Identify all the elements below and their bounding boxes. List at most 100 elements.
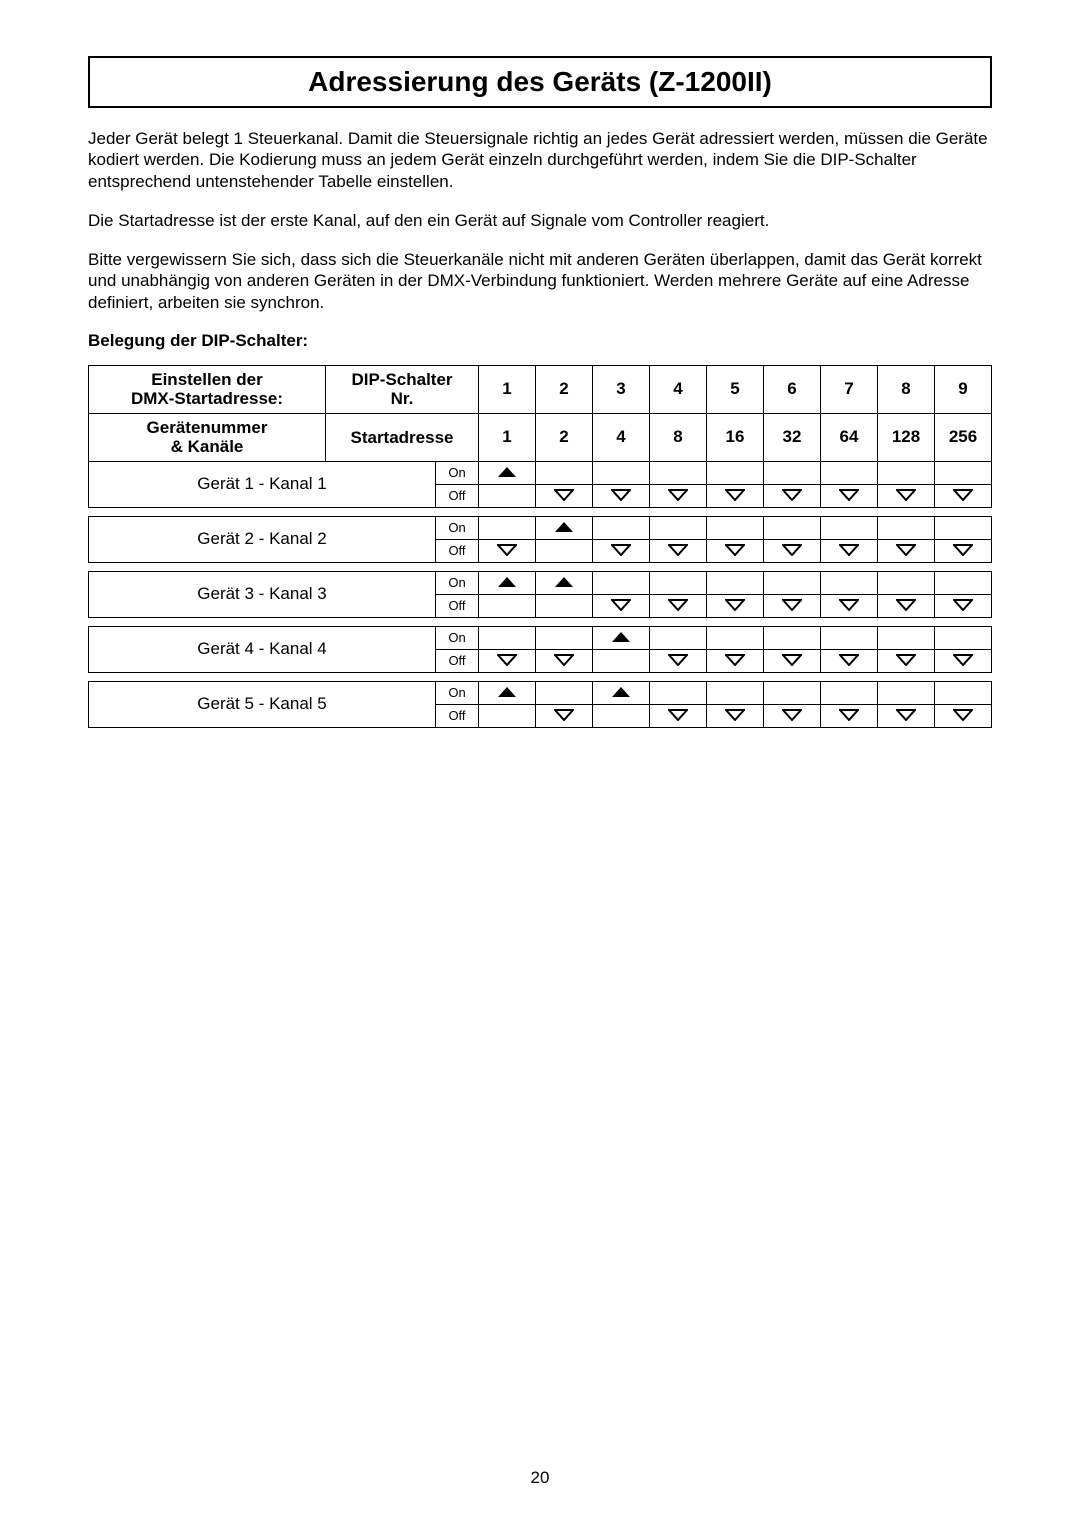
switch-on-cell — [593, 571, 650, 594]
startval-1: 1 — [479, 413, 536, 461]
arrow-down-icon — [782, 709, 802, 721]
startval-3: 4 — [593, 413, 650, 461]
arrow-down-icon — [668, 599, 688, 611]
switch-off-cell — [878, 704, 935, 727]
arrow-up-icon — [554, 521, 574, 533]
switch-on-cell — [764, 516, 821, 539]
dipnum-8: 8 — [878, 365, 935, 413]
device-on-row: Gerät 2 - Kanal 2On — [89, 516, 992, 539]
switch-on-cell — [536, 461, 593, 484]
switch-off-cell — [650, 594, 707, 617]
arrow-down-icon — [782, 599, 802, 611]
switch-off-cell — [764, 484, 821, 507]
switch-on-cell — [536, 516, 593, 539]
switch-on-cell — [593, 681, 650, 704]
hdr2-left: Gerätenummer & Kanäle — [89, 413, 326, 461]
switch-off-cell — [479, 539, 536, 562]
device-on-row: Gerät 4 - Kanal 4On — [89, 626, 992, 649]
arrow-down-icon — [953, 489, 973, 501]
switch-on-cell — [821, 516, 878, 539]
arrow-down-icon — [668, 544, 688, 556]
paragraph-1: Jeder Gerät belegt 1 Steuerkanal. Damit … — [88, 128, 992, 192]
switch-off-cell — [935, 704, 992, 727]
switch-on-cell — [479, 571, 536, 594]
switch-off-cell — [764, 649, 821, 672]
arrow-down-icon — [953, 599, 973, 611]
arrow-up-icon — [497, 576, 517, 588]
switch-on-cell — [935, 461, 992, 484]
switch-on-cell — [821, 461, 878, 484]
switch-on-cell — [935, 681, 992, 704]
arrow-down-icon — [725, 654, 745, 666]
device-label: Gerät 1 - Kanal 1 — [89, 461, 436, 507]
switch-off-cell — [707, 649, 764, 672]
switch-on-cell — [935, 626, 992, 649]
switch-on-cell — [479, 516, 536, 539]
arrow-down-icon — [782, 544, 802, 556]
startval-4: 8 — [650, 413, 707, 461]
spacer-row — [89, 507, 992, 516]
device-label: Gerät 2 - Kanal 2 — [89, 516, 436, 562]
switch-off-cell — [536, 704, 593, 727]
arrow-down-icon — [668, 654, 688, 666]
dipnum-7: 7 — [821, 365, 878, 413]
switch-on-cell — [878, 571, 935, 594]
hdr2-left-l1: Gerätenummer — [147, 418, 268, 437]
arrow-down-icon — [611, 489, 631, 501]
switch-on-cell — [650, 461, 707, 484]
switch-off-cell — [593, 594, 650, 617]
dipnum-3: 3 — [593, 365, 650, 413]
device-on-row: Gerät 3 - Kanal 3On — [89, 571, 992, 594]
device-label: Gerät 3 - Kanal 3 — [89, 571, 436, 617]
switch-off-cell — [536, 594, 593, 617]
arrow-down-icon — [725, 709, 745, 721]
switch-off-cell — [935, 594, 992, 617]
arrow-down-icon — [554, 654, 574, 666]
startval-7: 64 — [821, 413, 878, 461]
hdr2-right: Startadresse — [326, 413, 479, 461]
arrow-down-icon — [839, 489, 859, 501]
spacer-row — [89, 562, 992, 571]
switch-off-cell — [479, 649, 536, 672]
switch-on-cell — [764, 461, 821, 484]
switch-on-cell — [878, 461, 935, 484]
switch-on-cell — [821, 571, 878, 594]
on-label: On — [436, 626, 479, 649]
arrow-down-icon — [497, 654, 517, 666]
switch-on-cell — [707, 681, 764, 704]
switch-on-cell — [707, 516, 764, 539]
switch-off-cell — [650, 704, 707, 727]
switch-off-cell — [821, 484, 878, 507]
switch-off-cell — [593, 484, 650, 507]
switch-off-cell — [707, 484, 764, 507]
off-label: Off — [436, 649, 479, 672]
arrow-down-icon — [554, 489, 574, 501]
switch-on-cell — [650, 571, 707, 594]
device-on-row: Gerät 1 - Kanal 1On — [89, 461, 992, 484]
subheading: Belegung der DIP-Schalter: — [88, 331, 992, 351]
switch-on-cell — [650, 516, 707, 539]
switch-off-cell — [536, 539, 593, 562]
arrow-down-icon — [896, 544, 916, 556]
paragraph-3: Bitte vergewissern Sie sich, dass sich d… — [88, 249, 992, 313]
startval-2: 2 — [536, 413, 593, 461]
switch-off-cell — [479, 594, 536, 617]
switch-on-cell — [707, 626, 764, 649]
on-label: On — [436, 571, 479, 594]
switch-on-cell — [707, 571, 764, 594]
switch-off-cell — [935, 539, 992, 562]
switch-off-cell — [650, 649, 707, 672]
arrow-down-icon — [668, 489, 688, 501]
device-on-row: Gerät 5 - Kanal 5On — [89, 681, 992, 704]
dipnum-1: 1 — [479, 365, 536, 413]
off-label: Off — [436, 594, 479, 617]
startval-8: 128 — [878, 413, 935, 461]
dipnum-5: 5 — [707, 365, 764, 413]
spacer-row — [89, 617, 992, 626]
arrow-down-icon — [554, 709, 574, 721]
arrow-up-icon — [554, 576, 574, 588]
switch-off-cell — [935, 649, 992, 672]
switch-off-cell — [536, 484, 593, 507]
off-label: Off — [436, 539, 479, 562]
page-number: 20 — [0, 1468, 1080, 1488]
